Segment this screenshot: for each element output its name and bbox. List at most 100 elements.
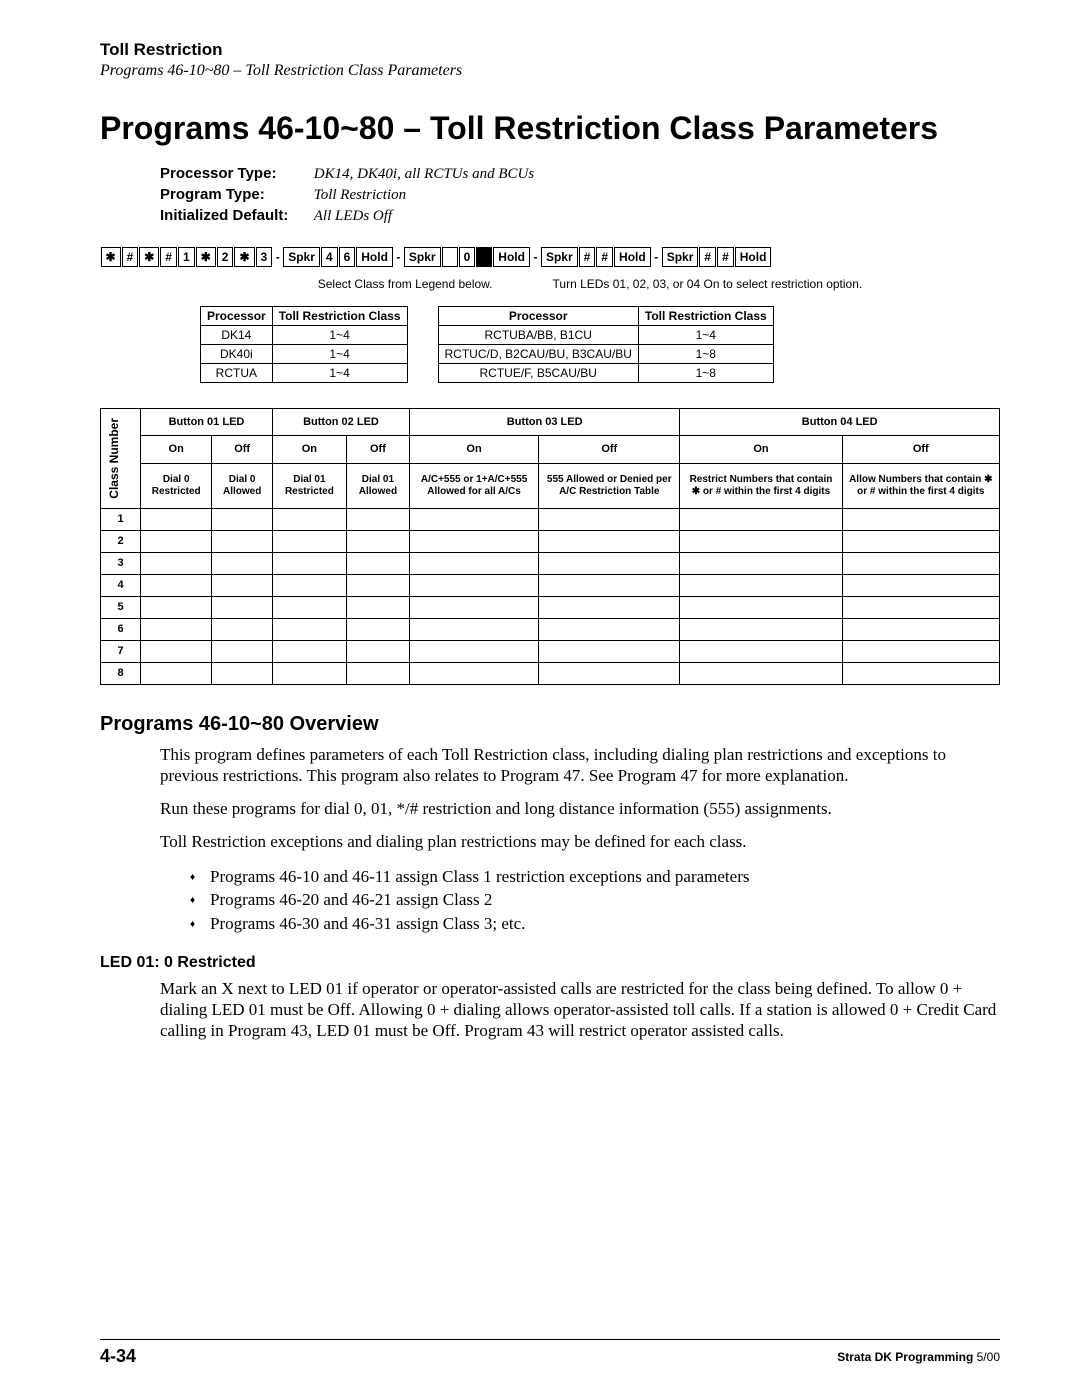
header-title: Toll Restriction: [100, 40, 1000, 60]
key: #: [596, 247, 613, 267]
col-header: Toll Restriction Class: [638, 306, 773, 325]
desc: Allow Numbers that contain ✱ or # within…: [842, 463, 999, 508]
overview-bullets: Programs 46-10 and 46-11 assign Class 1 …: [190, 865, 1000, 936]
key-spkr: Spkr: [541, 247, 578, 267]
overview-title: Programs 46-10~80 Overview: [100, 713, 1000, 736]
desc: A/C+555 or 1+A/C+555 Allowed for all A/C…: [409, 463, 538, 508]
key-spkr: Spkr: [662, 247, 699, 267]
on-header: On: [141, 436, 212, 463]
key-hold: Hold: [493, 247, 530, 267]
key: #: [160, 247, 177, 267]
bullet-item: Programs 46-30 and 46-31 assign Class 3;…: [190, 912, 1000, 936]
bullet-item: Programs 46-20 and 46-21 assign Class 2: [190, 888, 1000, 912]
class-num: 4: [101, 574, 141, 596]
sep: -: [651, 250, 661, 264]
key: ✱: [139, 247, 159, 267]
page-header: Toll Restriction Programs 46-10~80 – Tol…: [100, 40, 1000, 80]
meta-init-default-label: Initialized Default:: [160, 207, 310, 224]
cell: RCTUC/D, B2CAU/BU, B3CAU/BU: [438, 344, 638, 363]
meta-init-default-value: All LEDs Off: [314, 208, 392, 224]
cell: 1~4: [272, 325, 407, 344]
class-num: 2: [101, 530, 141, 552]
class-number-label: Class Number: [105, 412, 123, 505]
meta-processor-type-value: DK14, DK40i, all RCTUs and BCUs: [314, 166, 534, 182]
on-header: On: [409, 436, 538, 463]
page-footer: 4-34 Strata DK Programming 5/00: [100, 1339, 1000, 1367]
key-filled: [476, 247, 492, 267]
header-subtitle: Programs 46-10~80 – Toll Restriction Cla…: [100, 62, 1000, 80]
key-sequence: ✱ # ✱ # 1 ✱ 2 ✱ 3 - Spkr 4 6 Hold - Spkr…: [100, 247, 1000, 267]
led01-heading: LED 01: 0 Restricted: [100, 954, 1000, 972]
button-header: Button 04 LED: [680, 408, 1000, 435]
overview-p3: Toll Restriction exceptions and dialing …: [160, 831, 1000, 852]
desc: Dial 0 Restricted: [141, 463, 212, 508]
desc: Dial 01 Restricted: [272, 463, 346, 508]
off-header: Off: [539, 436, 680, 463]
cell: RCTUA: [201, 363, 273, 382]
cell: 1~4: [272, 344, 407, 363]
sep: -: [273, 250, 283, 264]
cell: RCTUE/F, B5CAU/BU: [438, 363, 638, 382]
key-spkr: Spkr: [404, 247, 441, 267]
class-num: 1: [101, 508, 141, 530]
main-title: Programs 46-10~80 – Toll Restriction Cla…: [100, 110, 1000, 147]
meta-processor-type-label: Processor Type:: [160, 165, 310, 182]
main-led-table: Class Number Button 01 LED Button 02 LED…: [100, 408, 1000, 685]
key-spkr: Spkr: [283, 247, 320, 267]
bullet-item: Programs 46-10 and 46-11 assign Class 1 …: [190, 865, 1000, 889]
annotations: Select Class from Legend below. Turn LED…: [100, 277, 1000, 291]
processor-tables: Processor Toll Restriction Class DK141~4…: [200, 306, 1000, 383]
key: ✱: [234, 247, 254, 267]
cell: 1~4: [638, 325, 773, 344]
meta-program-type-label: Program Type:: [160, 186, 310, 203]
key: 4: [321, 247, 338, 267]
meta-block: Processor Type: DK14, DK40i, all RCTUs a…: [160, 165, 1000, 225]
key: 0: [459, 247, 476, 267]
class-num: 3: [101, 552, 141, 574]
desc: 555 Allowed or Denied per A/C Restrictio…: [539, 463, 680, 508]
col-header: Processor: [438, 306, 638, 325]
key-blank: [442, 247, 458, 267]
overview-p1: This program defines parameters of each …: [160, 744, 1000, 787]
key: ✱: [101, 247, 121, 267]
off-header: Off: [346, 436, 409, 463]
button-header: Button 03 LED: [409, 408, 679, 435]
off-header: Off: [212, 436, 273, 463]
key-hold: Hold: [614, 247, 651, 267]
annotation-right: Turn LEDs 01, 02, 03, or 04 On to select…: [553, 277, 863, 291]
on-header: On: [272, 436, 346, 463]
cell: 1~8: [638, 344, 773, 363]
class-num: 8: [101, 662, 141, 684]
key: #: [717, 247, 734, 267]
cell: DK14: [201, 325, 273, 344]
led01-para: Mark an X next to LED 01 if operator or …: [160, 978, 1000, 1042]
sep: -: [530, 250, 540, 264]
footer-right: Strata DK Programming 5/00: [837, 1350, 1000, 1364]
col-header: Toll Restriction Class: [272, 306, 407, 325]
key: 3: [256, 247, 273, 267]
cell: 1~4: [272, 363, 407, 382]
cell: RCTUBA/BB, B1CU: [438, 325, 638, 344]
on-header: On: [680, 436, 842, 463]
col-header: Processor: [201, 306, 273, 325]
off-header: Off: [842, 436, 999, 463]
page-number: 4-34: [100, 1346, 136, 1367]
class-num: 5: [101, 596, 141, 618]
processor-table-2: Processor Toll Restriction Class RCTUBA/…: [438, 306, 774, 383]
key: ✱: [196, 247, 216, 267]
key: #: [122, 247, 139, 267]
desc: Dial 0 Allowed: [212, 463, 273, 508]
key-hold: Hold: [735, 247, 772, 267]
annotation-left: Select Class from Legend below.: [318, 277, 493, 291]
sep: -: [393, 250, 403, 264]
class-num: 6: [101, 618, 141, 640]
processor-table-1: Processor Toll Restriction Class DK141~4…: [200, 306, 408, 383]
button-header: Button 01 LED: [141, 408, 273, 435]
key: #: [579, 247, 596, 267]
footer-date: 5/00: [973, 1350, 1000, 1364]
button-header: Button 02 LED: [272, 408, 409, 435]
meta-program-type-value: Toll Restriction: [314, 187, 406, 203]
key: 2: [217, 247, 234, 267]
footer-title: Strata DK Programming: [837, 1350, 973, 1364]
key: 6: [339, 247, 356, 267]
